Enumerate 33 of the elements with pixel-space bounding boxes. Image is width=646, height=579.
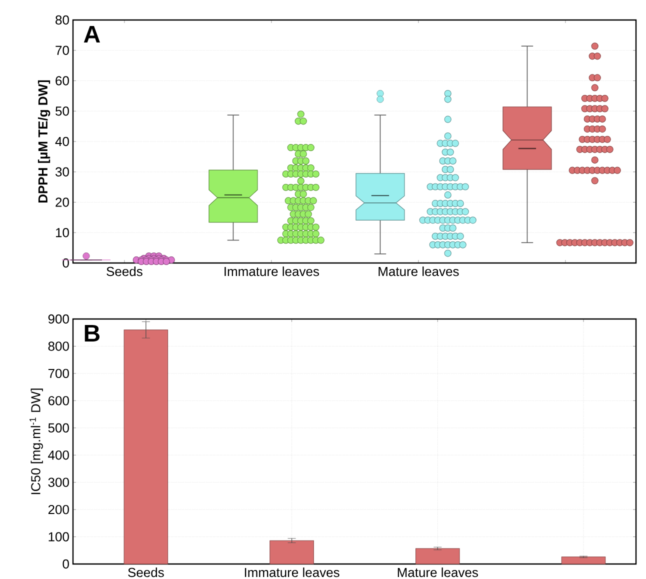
y-tick-label: 0	[62, 258, 69, 268]
y-axis-title: IC50 [mg.ml$^{-1}$ DW]	[30, 388, 43, 494]
y-tick-label: 400	[48, 450, 69, 460]
x-tick-label: Immature leaves	[244, 568, 340, 578]
bar	[124, 330, 168, 564]
y-tick-label: 40	[55, 136, 69, 146]
x-tick-label: Mature leaves	[378, 266, 459, 276]
y-tick-label: 300	[48, 478, 69, 487]
annotation: B	[84, 324, 100, 342]
y-tick-label: 700	[48, 368, 69, 378]
y-tick-label: 100	[48, 532, 69, 542]
bar	[561, 556, 606, 564]
y-tick-label: 800	[48, 342, 69, 351]
bar	[270, 540, 314, 564]
y-tick-label: 10	[56, 228, 69, 238]
y-tick-label: 60	[56, 76, 69, 86]
y-axis-title: DPPH [µM TE/g DW]	[38, 80, 50, 203]
y-tick-label: 20	[56, 198, 69, 207]
y-tick-label: 900	[48, 314, 69, 324]
y-tick-label: 70	[56, 46, 69, 55]
bar	[416, 548, 460, 564]
y-tick-label: 30	[56, 167, 69, 176]
y-tick-label: 200	[48, 504, 69, 514]
y-tick-label: 500	[48, 423, 69, 432]
y-tick-label: 80	[56, 15, 69, 25]
annotation: A	[84, 26, 100, 42]
y-tick-label: 600	[48, 396, 69, 406]
x-tick-label: Mature leaves	[398, 568, 478, 578]
x-tick-label: Seeds	[106, 266, 142, 276]
y-tick-label: 50	[56, 106, 69, 116]
x-tick-label: Immature leaves	[224, 266, 320, 276]
y-tick-label: 0	[62, 559, 69, 569]
x-tick-label: Seeds	[128, 568, 164, 578]
